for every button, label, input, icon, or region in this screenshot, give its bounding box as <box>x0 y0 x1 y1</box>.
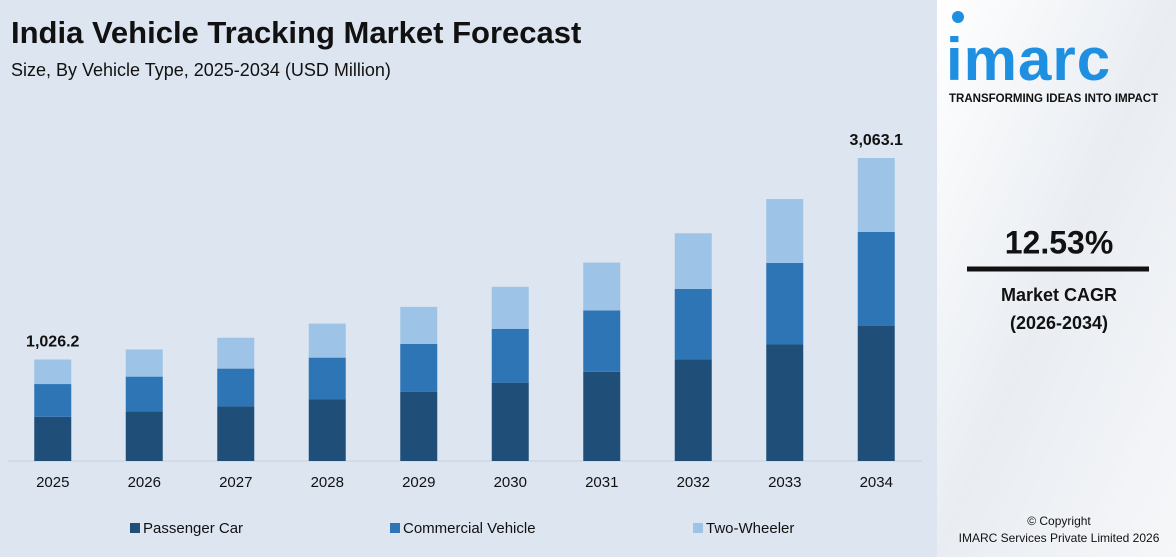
bar-segment <box>125 411 163 461</box>
chart-title: India Vehicle Tracking Market Forecast <box>11 15 581 50</box>
x-tick-label: 2034 <box>860 474 893 491</box>
bar-segment <box>491 328 529 383</box>
bar-segment <box>308 399 346 461</box>
tagline: TRANSFORMING IDEAS INTO IMPACT <box>949 93 1158 105</box>
bar-segment <box>857 325 895 461</box>
legend-swatch <box>130 523 140 533</box>
sidebar-background <box>937 0 1176 557</box>
bar-segment <box>217 337 255 369</box>
bar-segment <box>674 288 712 360</box>
bar-segment <box>400 343 438 392</box>
bar-segment <box>125 376 163 412</box>
bar-segment <box>400 391 438 461</box>
x-tick-label: 2032 <box>677 474 710 491</box>
bar-segment <box>674 359 712 461</box>
bar-segment <box>308 357 346 400</box>
bar-segment <box>34 416 72 461</box>
copyright: © Copyright <box>1027 514 1091 528</box>
logo: imarc <box>946 26 1111 93</box>
x-tick-label: 2030 <box>494 474 527 491</box>
bar-segment <box>217 406 255 461</box>
bar-segment <box>857 231 895 326</box>
x-tick-label: 2031 <box>585 474 618 491</box>
x-tick-label: 2029 <box>402 474 435 491</box>
logo-dot <box>952 11 964 23</box>
legend-swatch <box>693 523 703 533</box>
bar-segment <box>583 310 621 372</box>
bar-segment <box>400 306 438 344</box>
bar-segment <box>491 382 529 461</box>
chart-subtitle: Size, By Vehicle Type, 2025-2034 (USD Mi… <box>11 60 391 80</box>
total-label: 1,026.2 <box>26 334 79 351</box>
x-tick-label: 2027 <box>219 474 252 491</box>
x-tick-label: 2025 <box>36 474 69 491</box>
bar-segment <box>34 359 72 385</box>
bar-segment <box>491 286 529 329</box>
bar-segment <box>766 344 804 461</box>
legend-label: Passenger Car <box>143 520 243 537</box>
legend-swatch <box>390 523 400 533</box>
cagr-value: 12.53% <box>1005 224 1114 260</box>
legend-label: Commercial Vehicle <box>403 520 536 537</box>
bar-segment <box>583 371 621 461</box>
bar-segment <box>34 384 72 417</box>
company: IMARC Services Private Limited 2026 <box>959 531 1160 545</box>
x-tick-label: 2033 <box>768 474 801 491</box>
x-tick-label: 2028 <box>311 474 344 491</box>
bar-segment <box>766 199 804 263</box>
bar-segment <box>674 233 712 289</box>
x-tick-label: 2026 <box>128 474 161 491</box>
bar-segment <box>857 158 895 232</box>
total-label: 3,063.1 <box>850 132 903 149</box>
bar-segment <box>766 262 804 345</box>
cagr-label: Market CAGR <box>1001 285 1117 305</box>
cagr-period: (2026-2034) <box>1010 313 1108 333</box>
bar-segment <box>217 368 255 407</box>
bar-segment <box>308 323 346 358</box>
legend-label: Two-Wheeler <box>706 520 794 537</box>
bar-segment <box>125 349 163 377</box>
bar-segment <box>583 262 621 311</box>
